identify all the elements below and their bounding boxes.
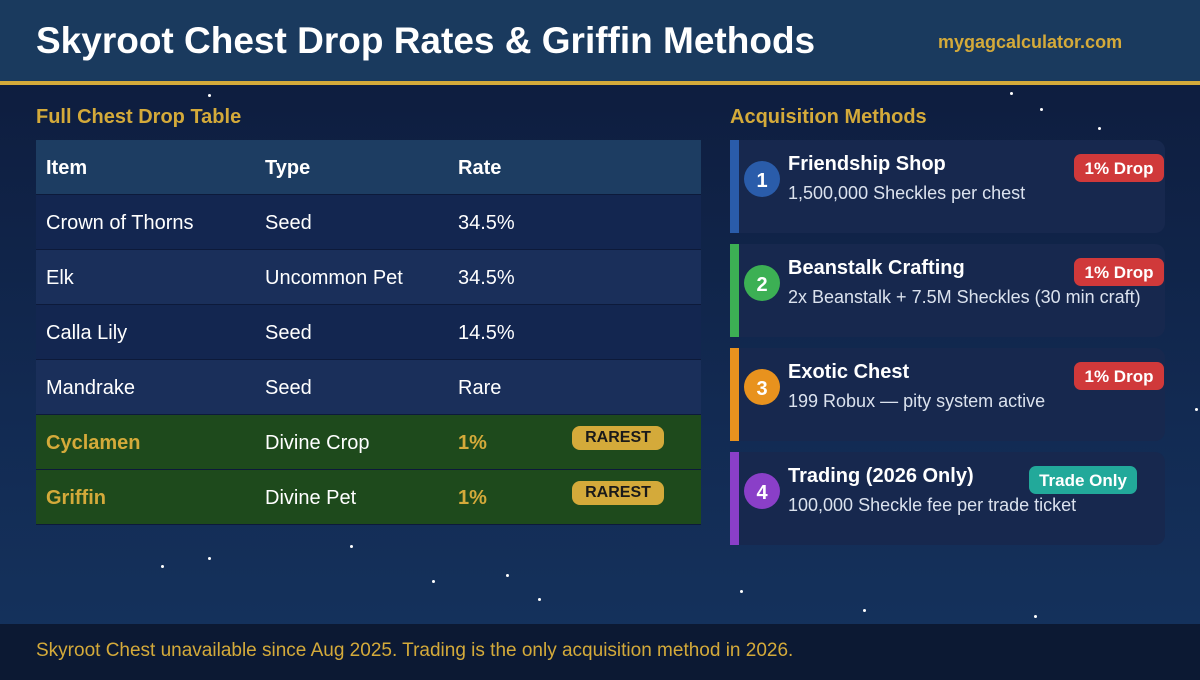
table-row: Cyclamen Divine Crop 1% RAREST — [36, 415, 701, 470]
star — [432, 580, 435, 583]
rarest-tag: RAREST — [572, 481, 664, 505]
method-card: 3 Exotic Chest 199 Robux — pity system act… — [730, 348, 1165, 441]
method-card: 1 Friendship Shop 1,500,000 Sheckles per c… — [730, 140, 1165, 233]
star — [161, 565, 164, 568]
rate-cell: 14.5% — [458, 322, 515, 344]
rate-cell: 34.5% — [458, 267, 515, 289]
star — [350, 545, 353, 548]
header-row: Item Type Rate — [36, 140, 701, 195]
type-cell: Seed — [265, 212, 312, 234]
table-row: Mandrake Seed Rare — [36, 360, 701, 415]
method-badge: 1% Drop — [1074, 362, 1164, 390]
method-badge: Trade Only — [1029, 466, 1137, 494]
item-cell: Cyclamen — [46, 432, 141, 454]
rate-cell: Rare — [458, 377, 502, 399]
star — [740, 590, 743, 593]
methods-title: Acquisition Methods — [730, 106, 927, 128]
site-link: mygagcalculator.com — [938, 32, 1123, 52]
method-card: 4 Trading (2026 Only) 100,000 Sheckle fee … — [730, 452, 1165, 545]
item-cell: Calla Lily — [46, 322, 128, 344]
step-number: 1 — [744, 161, 780, 197]
step-number: 2 — [744, 265, 780, 301]
star — [863, 609, 866, 612]
type-cell: Uncommon Pet — [265, 267, 403, 289]
table-title: Full Chest Drop Table — [36, 106, 242, 128]
table-row: Elk Uncommon Pet 34.5% — [36, 250, 701, 305]
rate-cell: 1% — [458, 432, 487, 454]
method-detail: 1,500,000 Sheckles per chest — [788, 183, 1026, 203]
method-badge: 1% Drop — [1074, 154, 1164, 182]
method-title: Exotic Chest — [788, 361, 910, 383]
type-cell: Divine Crop — [265, 432, 370, 454]
footer: Skyroot Chest unavailable since Aug 2025… — [0, 624, 1200, 680]
item-cell: Crown of Thorns — [46, 212, 194, 234]
star — [538, 598, 541, 601]
drop-table: Item Type Rate Crown of Thorns Seed 34.5% Elk U… — [36, 140, 701, 525]
type-cell: Divine Pet — [265, 487, 357, 509]
method-title: Trading (2026 Only) — [788, 465, 974, 487]
star — [506, 574, 509, 577]
method-badge: 1% Drop — [1074, 258, 1164, 286]
star — [1010, 92, 1013, 95]
type-cell: Seed — [265, 377, 312, 399]
step-number: 4 — [744, 473, 780, 509]
star — [1040, 108, 1043, 111]
method-title: Friendship Shop — [788, 153, 946, 175]
item-cell: Mandrake — [46, 377, 135, 399]
column-header: Rate — [458, 157, 502, 179]
table-row: Griffin Divine Pet 1% RAREST — [36, 470, 701, 525]
method-detail: 100,000 Sheckle fee per trade ticket — [788, 495, 1077, 515]
star — [1195, 408, 1198, 411]
item-cell: Griffin — [46, 487, 106, 509]
column-header: Type — [265, 157, 311, 179]
table-row: Crown of Thorns Seed 34.5% — [36, 195, 701, 250]
method-card: 2 Beanstalk Crafting 2x Beanstalk + 7.5M S… — [730, 244, 1165, 337]
star — [1034, 615, 1037, 618]
method-detail: 2x Beanstalk + 7.5M Sheckles (30 min cra… — [788, 287, 1141, 307]
rarest-tag: RAREST — [572, 426, 664, 450]
star — [208, 94, 211, 97]
column-header: Item — [46, 157, 88, 179]
method-detail: 199 Robux — pity system active — [788, 391, 1046, 411]
title: Skyroot Chest Drop Rates & Griffin Metho… — [36, 20, 816, 61]
method-title: Beanstalk Crafting — [788, 257, 965, 279]
step-number: 3 — [744, 369, 780, 405]
table-row: Calla Lily Seed 14.5% — [36, 305, 701, 360]
type-cell: Seed — [265, 322, 312, 344]
header: Skyroot Chest Drop Rates & Griffin Metho… — [0, 0, 1200, 85]
star — [208, 557, 211, 560]
star — [1098, 127, 1101, 130]
item-cell: Elk — [46, 267, 74, 289]
rate-cell: 1% — [458, 487, 487, 509]
rate-cell: 34.5% — [458, 212, 515, 234]
